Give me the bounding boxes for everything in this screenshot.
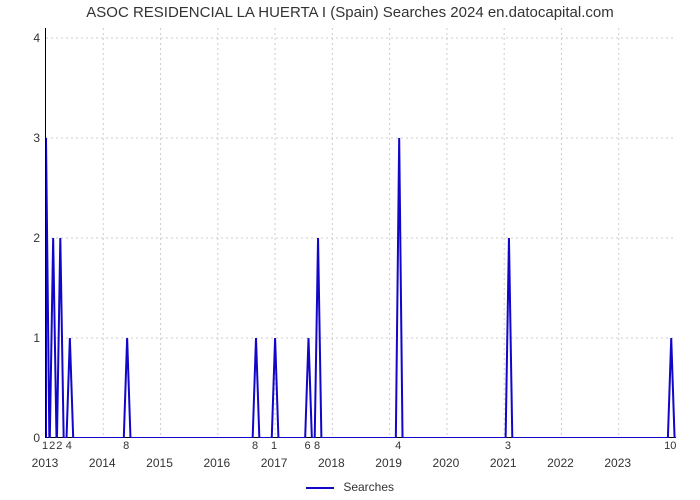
peak-label: 8 <box>123 440 129 452</box>
y-tick-label: 3 <box>25 131 40 145</box>
legend-label: Searches <box>343 480 394 494</box>
peak-label: 3 <box>505 440 511 452</box>
peak-label: 4 <box>66 440 72 452</box>
x-tick-label: 2014 <box>89 456 116 470</box>
x-tick-label: 2016 <box>203 456 230 470</box>
x-tick-label: 2019 <box>375 456 402 470</box>
x-tick-label: 2015 <box>146 456 173 470</box>
peak-label: 4 <box>395 440 401 452</box>
peak-label: 2 <box>56 440 62 452</box>
y-tick-label: 1 <box>25 331 40 345</box>
peak-label: 6 <box>304 440 310 452</box>
x-tick-label: 2018 <box>318 456 345 470</box>
plot-area <box>45 28 675 438</box>
x-tick-label: 2023 <box>604 456 631 470</box>
y-tick-label: 0 <box>25 431 40 445</box>
peak-label: 10 <box>664 440 676 452</box>
peak-label: 8 <box>252 440 258 452</box>
peak-label: 8 <box>314 440 320 452</box>
peak-label: 1 <box>42 440 48 452</box>
x-tick-label: 2020 <box>433 456 460 470</box>
x-tick-label: 2021 <box>490 456 517 470</box>
y-tick-label: 4 <box>25 31 40 45</box>
x-tick-label: 2013 <box>32 456 59 470</box>
y-tick-label: 2 <box>25 231 40 245</box>
peak-label: 2 <box>49 440 55 452</box>
peak-label: 1 <box>271 440 277 452</box>
legend: Searches <box>0 480 700 494</box>
legend-swatch <box>306 487 334 489</box>
chart-svg <box>46 28 676 438</box>
chart-title: ASOC RESIDENCIAL LA HUERTA I (Spain) Sea… <box>0 4 700 21</box>
x-tick-label: 2022 <box>547 456 574 470</box>
x-tick-label: 2017 <box>261 456 288 470</box>
searches-series <box>46 138 676 438</box>
